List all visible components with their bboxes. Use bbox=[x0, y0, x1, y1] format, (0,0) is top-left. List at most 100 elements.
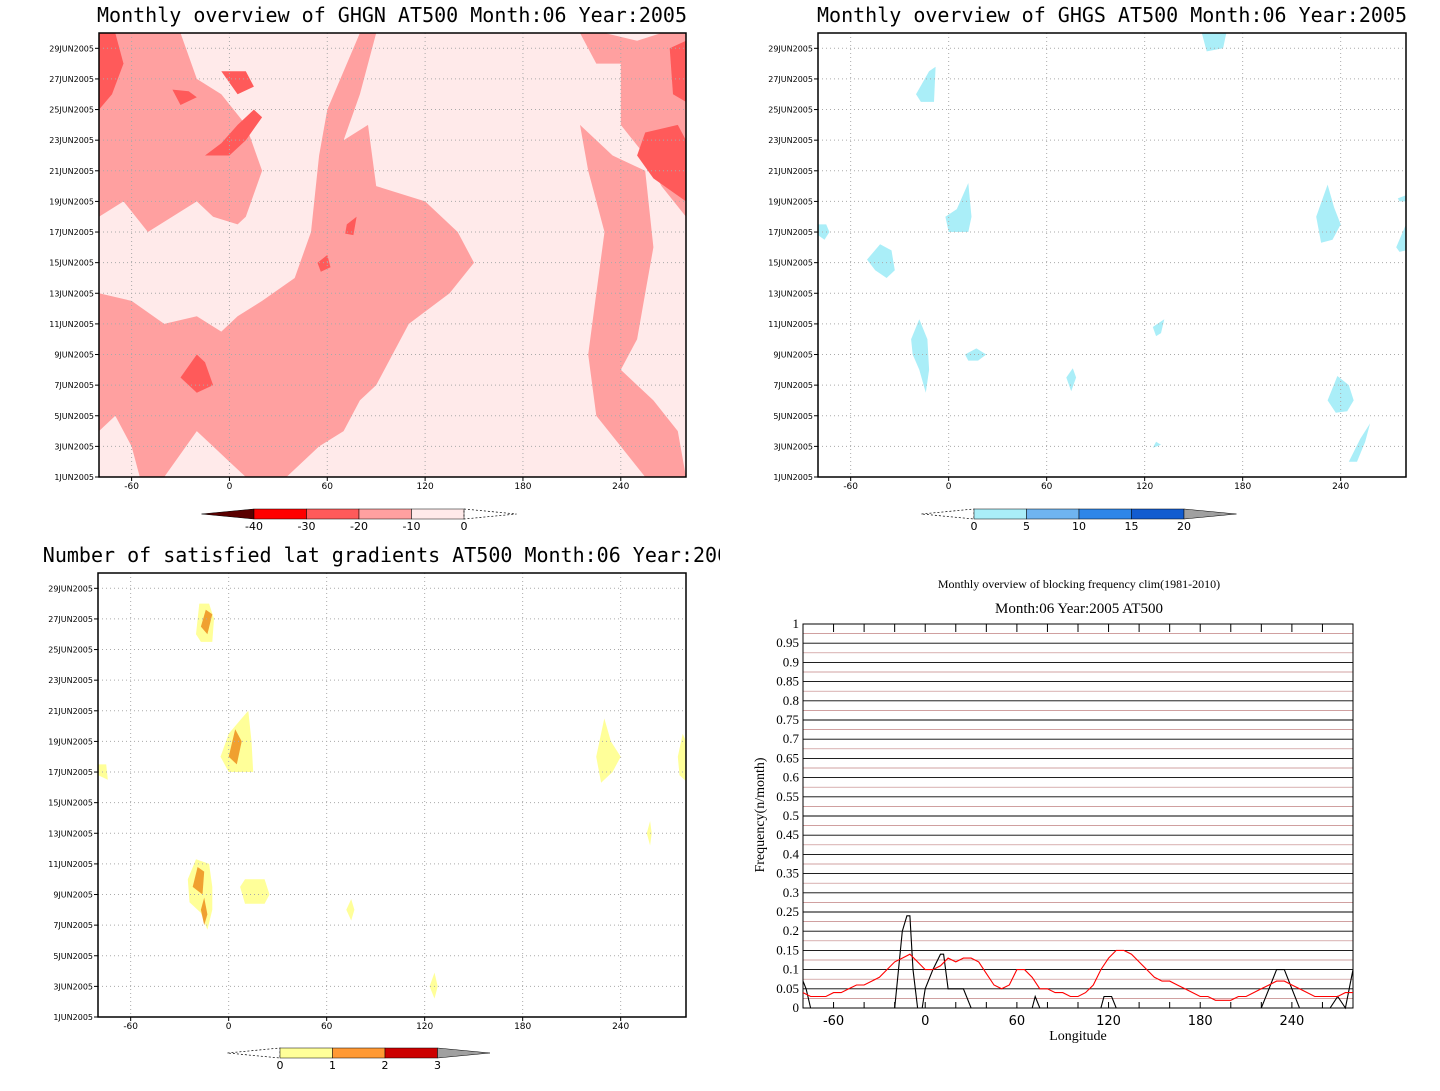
ghgs-contour-region bbox=[916, 66, 936, 102]
ghgn-contour-region bbox=[99, 33, 124, 110]
ghgn-colorbar: -40 -30 -20 -10 0 bbox=[201, 508, 517, 533]
ghgs-contour-region bbox=[1152, 319, 1165, 337]
latgrad-y-tick-label: 21JUN2005 bbox=[48, 707, 93, 716]
ghgn-panel: Monthly overview of GHGN AT500 Month:06 … bbox=[49, 3, 687, 533]
ghgs-colorbar-high-triangle bbox=[1183, 508, 1237, 520]
ghgs-contour-region bbox=[1201, 33, 1227, 52]
ghgs-contour-region bbox=[911, 319, 930, 393]
blocking-y-tick-label: 0.25 bbox=[776, 904, 799, 919]
ghgn-frame bbox=[98, 32, 687, 478]
ghgn-y-tick-label: 25JUN2005 bbox=[49, 106, 94, 115]
ghgn-x-tick-label: 180 bbox=[514, 482, 531, 492]
blocking-y-tick-label: 0.2 bbox=[783, 923, 799, 938]
latgrad-x-tick-label: 60 bbox=[321, 1022, 333, 1032]
latgrad-y-tick-label: 17JUN2005 bbox=[48, 768, 93, 777]
latgrad-y-tick-label: 29JUN2005 bbox=[48, 584, 93, 593]
latgrad-colorbar-low-triangle bbox=[227, 1047, 281, 1059]
blocking-x-tick-label: 0 bbox=[921, 1014, 929, 1029]
ghgs-colorbar: 0 5 10 15 20 bbox=[921, 508, 1237, 533]
ghgs-colorbar-box bbox=[1131, 508, 1185, 520]
latgrad-frame bbox=[97, 572, 687, 1018]
ghgn-contour-region bbox=[345, 216, 357, 236]
ghgs-x-tick-label: 180 bbox=[1234, 482, 1251, 492]
latgrad-contour-region bbox=[200, 897, 208, 926]
ghgn-y-tick-label: 21JUN2005 bbox=[49, 167, 94, 176]
ghgs-y-tick-label: 25JUN2005 bbox=[768, 106, 813, 115]
blocking-y-tick-label: 1 bbox=[793, 616, 800, 631]
ghgn-contour-region bbox=[205, 109, 263, 156]
ghgn-contour-region bbox=[317, 255, 331, 272]
ghgs-colorbar-box bbox=[1026, 508, 1080, 520]
ghgs-y-tick-label: 17JUN2005 bbox=[768, 228, 813, 237]
ghgn-y-tick-label: 23JUN2005 bbox=[49, 136, 94, 145]
blocking-y-tick-label: 0.45 bbox=[776, 827, 799, 842]
blocking-y-tick-label: 0.75 bbox=[776, 712, 799, 727]
blocking-x-tick-label: 240 bbox=[1279, 1014, 1304, 1029]
ghgs-y-tick-label: 13JUN2005 bbox=[768, 289, 813, 298]
ghgs-contour-region bbox=[1316, 184, 1341, 243]
ghgs-y-tick-label: 27JUN2005 bbox=[768, 75, 813, 84]
ghgs-contour-region bbox=[1396, 224, 1406, 252]
blocking-y-tick-label: 0.05 bbox=[776, 981, 799, 996]
blocking-y-tick-label: 0.95 bbox=[776, 635, 799, 650]
ghgn-colorbar-box bbox=[253, 508, 307, 520]
blocking-series-line bbox=[802, 949, 1353, 1001]
ghgs-x-tick-label: 0 bbox=[946, 482, 952, 492]
latgrad-y-tick-label: 13JUN2005 bbox=[48, 829, 93, 838]
ghgn-contour-region bbox=[99, 33, 263, 232]
ghgs-y-tick-label: 11JUN2005 bbox=[768, 320, 813, 329]
latgrad-contour-region bbox=[346, 899, 355, 921]
latgrad-y-tick-label: 5JUN2005 bbox=[53, 952, 93, 961]
ghgn-colorbar-label: -20 bbox=[350, 520, 368, 533]
ghgn-contour-region bbox=[180, 354, 214, 393]
latgrad-contour-region bbox=[646, 821, 652, 846]
ghgs-colorbar-label: 0 bbox=[971, 520, 978, 533]
ghgn-y-tick-label: 3JUN2005 bbox=[54, 442, 94, 451]
latgrad-colorbar-high-triangle bbox=[437, 1047, 491, 1059]
blocking-ylabel: Frequency(n/month) bbox=[753, 757, 768, 872]
ghgs-y-tick-label: 5JUN2005 bbox=[773, 412, 813, 421]
ghgs-colorbar-label: 20 bbox=[1177, 520, 1191, 533]
ghgs-y-tick-label: 19JUN2005 bbox=[768, 197, 813, 206]
blocking-x-tick-label: 60 bbox=[1009, 1014, 1026, 1029]
ghgn-x-tick-label: 0 bbox=[227, 482, 233, 492]
blocking-y-tick-label: 0.6 bbox=[783, 770, 800, 785]
ghgs-colorbar-box bbox=[973, 508, 1027, 520]
latgrad-colorbar-label: 3 bbox=[434, 1059, 441, 1072]
latgrad-y-tick-label: 7JUN2005 bbox=[53, 921, 93, 930]
blocking-series-line bbox=[802, 915, 1354, 1010]
latgrad-y-tick-label: 25JUN2005 bbox=[48, 646, 93, 655]
latgrad-contour-region bbox=[192, 867, 205, 895]
ghgs-contour-region bbox=[1348, 423, 1371, 462]
blocking-y-tick-label: 0.55 bbox=[776, 789, 799, 804]
latgrad-y-tick-label: 1JUN2005 bbox=[53, 1013, 93, 1022]
ghgs-y-tick-label: 7JUN2005 bbox=[773, 381, 813, 390]
blocking-title: Monthly overview of blocking frequency c… bbox=[938, 577, 1220, 591]
ghgn-y-tick-label: 13JUN2005 bbox=[49, 289, 94, 298]
blocking-y-tick-label: 0.4 bbox=[783, 846, 800, 861]
blocking-y-tick-label: 0.35 bbox=[776, 866, 799, 881]
blocking-y-tick-label: 0.8 bbox=[783, 693, 799, 708]
ghgs-contour-region bbox=[965, 348, 987, 361]
ghgs-colorbar-low-triangle bbox=[921, 508, 975, 520]
latgrad-x-tick-label: -60 bbox=[123, 1022, 138, 1032]
blocking-y-tick-label: 0.9 bbox=[783, 654, 799, 669]
ghgn-contour-region bbox=[669, 40, 686, 102]
latgrad-y-tick-label: 15JUN2005 bbox=[48, 799, 93, 808]
latgrad-colorbar-label: 1 bbox=[329, 1059, 336, 1072]
ghgn-y-tick-label: 19JUN2005 bbox=[49, 197, 94, 206]
latgrad-y-tick-label: 23JUN2005 bbox=[48, 676, 93, 685]
blocking-subtitle: Month:06 Year:2005 AT500 bbox=[995, 601, 1163, 617]
ghgs-colorbar-label: 5 bbox=[1023, 520, 1030, 533]
latgrad-title: Number of satisfied lat gradients AT500 … bbox=[43, 545, 720, 567]
ghgs-plot: -60 0 60 120 180 240 1JUN2005 3JUN2005 5JUN2005 7… bbox=[768, 32, 1407, 492]
ghgn-contour-region bbox=[172, 89, 197, 105]
ghgs-x-tick-label: 240 bbox=[1332, 482, 1349, 492]
latgrad-colorbar-box bbox=[384, 1047, 438, 1059]
blocking-panel: Monthly overview of blocking frequency c… bbox=[753, 577, 1354, 1044]
ghgn-y-tick-label: 17JUN2005 bbox=[49, 228, 94, 237]
ghgs-colorbar-label: 15 bbox=[1125, 520, 1139, 533]
latgrad-y-tick-label: 9JUN2005 bbox=[53, 891, 93, 900]
ghgn-title: Monthly overview of GHGN AT500 Month:06 … bbox=[97, 3, 687, 27]
ghgs-y-tick-label: 23JUN2005 bbox=[768, 136, 813, 145]
